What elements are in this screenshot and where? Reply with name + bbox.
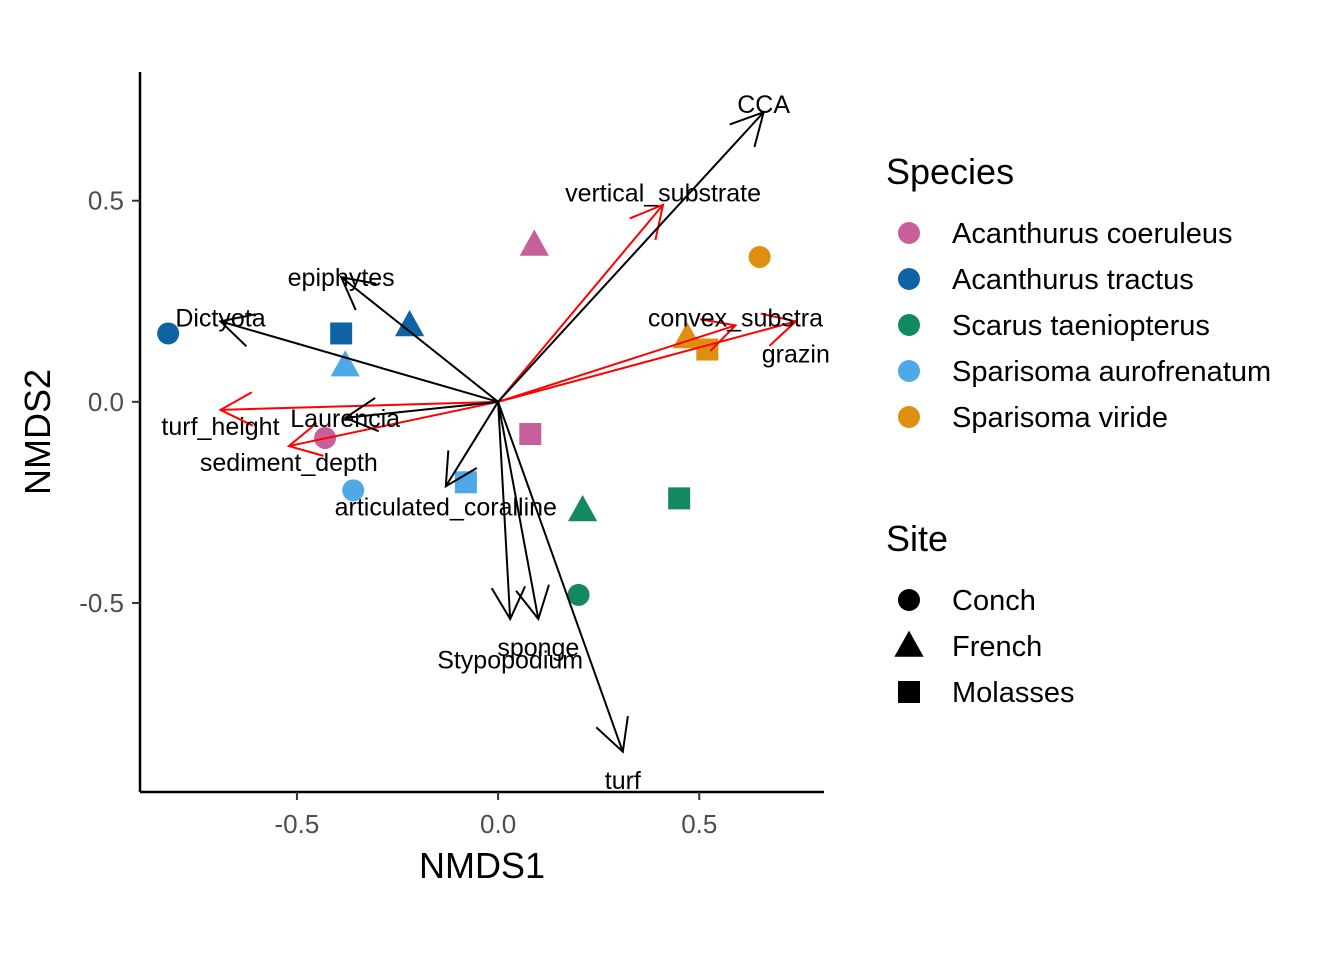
species-vector-label: sponge xyxy=(497,634,579,662)
species-vector xyxy=(497,401,629,754)
legend-key xyxy=(898,681,920,703)
env-vector-shaft xyxy=(288,400,499,448)
env-vector-head xyxy=(218,391,254,427)
species-vector-head xyxy=(444,450,478,489)
data-point xyxy=(330,350,360,377)
species-vector-shaft xyxy=(497,111,765,403)
env-vector xyxy=(218,391,499,427)
species-vector-label: Laurencia xyxy=(290,405,400,433)
species-vector-shaft xyxy=(497,401,540,620)
legend-label: Conch xyxy=(952,585,1036,617)
env-vector-label: grazin xyxy=(762,341,830,369)
data-point xyxy=(668,487,691,510)
env-vector xyxy=(497,203,665,403)
legend-key xyxy=(894,630,924,657)
data-point xyxy=(696,338,719,361)
species-vector xyxy=(497,401,550,622)
species-vector xyxy=(343,397,499,433)
data-point xyxy=(330,322,353,345)
y-axis-title: NMDS2 xyxy=(17,369,58,495)
species-vector-head xyxy=(595,715,629,754)
species-vector-shaft xyxy=(345,400,499,419)
env-vector xyxy=(497,312,798,403)
species-vector-shaft xyxy=(497,401,624,753)
data-point xyxy=(157,322,180,345)
x-tick-label: -0.5 xyxy=(275,809,320,839)
species-legend-title: Species xyxy=(886,151,1014,192)
env-vector-label: sediment_depth xyxy=(200,449,378,477)
x-axis-title: NMDS1 xyxy=(419,845,545,886)
legend-label: French xyxy=(952,631,1042,663)
species-vector-shaft xyxy=(444,401,499,487)
data-point xyxy=(519,229,549,256)
site-legend: Site Conch French Molasses xyxy=(886,518,1075,709)
legend-key xyxy=(898,268,920,290)
x-axis: -0.5 0.0 0.5 xyxy=(140,790,824,839)
species-legend: Species Acanthurus coeruleus Acanthurus t… xyxy=(886,151,1271,434)
y-tick-label: -0.5 xyxy=(79,588,124,618)
species-vector-shaft xyxy=(497,401,512,620)
env-vector xyxy=(286,400,499,457)
legend-key xyxy=(898,589,920,611)
species-vector xyxy=(339,275,499,403)
species-vector-label: turf xyxy=(605,767,641,795)
env-vector-head xyxy=(286,422,324,457)
data-point xyxy=(519,423,542,446)
species-vector-head xyxy=(339,275,377,311)
x-tick-label: 0.5 xyxy=(681,809,717,839)
plot-panel: CCA epiphytes Dictyota Laurencia articulated… xyxy=(157,91,830,795)
legend-key xyxy=(898,360,920,382)
data-point xyxy=(342,479,365,502)
species-vector-label: epiphytes xyxy=(288,264,395,292)
y-axis: 0.5 0.0 -0.5 xyxy=(79,72,142,792)
y-tick-label: 0.0 xyxy=(88,387,124,417)
legend-label: Sparisoma viride xyxy=(952,402,1168,434)
species-vector xyxy=(497,110,766,403)
data-point xyxy=(672,322,702,349)
env-vector-label: turf_height xyxy=(161,413,279,441)
legend-label: Molasses xyxy=(952,677,1075,709)
species-vector-label: Dictyota xyxy=(175,304,265,332)
x-tick-label: 0.0 xyxy=(480,809,516,839)
data-point xyxy=(567,495,598,522)
legend-key xyxy=(898,222,920,244)
env-vector-label: convex_substra xyxy=(648,304,823,332)
y-tick-label: 0.5 xyxy=(88,186,124,216)
species-vector-head xyxy=(490,585,527,622)
env-vector-label: vertical_substrate xyxy=(565,180,761,208)
species-vector xyxy=(218,313,499,403)
legend-label: Acanthurus coeruleus xyxy=(952,218,1233,250)
species-vector-shaft xyxy=(220,320,499,403)
species-vector xyxy=(444,401,499,489)
data-point xyxy=(394,310,425,337)
species-vector-shaft xyxy=(340,276,499,403)
species-vector-head xyxy=(218,313,256,348)
species-vector-head xyxy=(515,584,550,622)
legend-label: Acanthurus tractus xyxy=(952,264,1194,296)
legend-label: Sparisoma aurofrenatum xyxy=(952,356,1271,388)
species-vector-label: Stypopodium xyxy=(437,646,583,674)
legend-key xyxy=(898,406,920,428)
species-vector-head xyxy=(343,397,380,433)
species-vector-head xyxy=(729,110,766,148)
site-legend-title: Site xyxy=(886,518,948,559)
env-vector-shaft xyxy=(497,320,797,403)
species-vector-label: CCA xyxy=(737,91,790,119)
env-vector-shaft xyxy=(497,204,664,403)
species-vector-label: articulated_coralline xyxy=(335,493,557,521)
env-vector-shaft xyxy=(497,324,736,403)
legend-label: Scarus taeniopterus xyxy=(952,310,1210,342)
env-vector-shaft xyxy=(220,400,499,411)
data-point xyxy=(748,246,771,269)
legend-key xyxy=(898,314,920,336)
data-point xyxy=(567,583,590,606)
species-vector xyxy=(490,401,527,622)
env-vector-head xyxy=(760,312,798,347)
